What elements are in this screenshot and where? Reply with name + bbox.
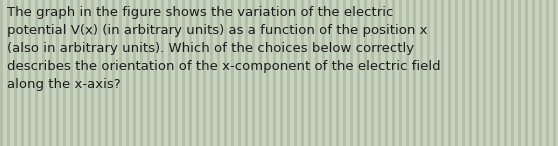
Bar xyxy=(553,0,556,146)
Bar xyxy=(336,0,339,146)
Bar xyxy=(196,0,199,146)
Bar xyxy=(217,0,220,146)
Bar xyxy=(539,0,542,146)
Bar xyxy=(49,0,52,146)
Bar xyxy=(112,0,115,146)
Bar xyxy=(315,0,318,146)
Bar xyxy=(252,0,255,146)
Bar xyxy=(56,0,59,146)
Bar xyxy=(77,0,80,146)
Bar xyxy=(238,0,241,146)
Bar xyxy=(329,0,332,146)
Bar xyxy=(154,0,157,146)
Bar xyxy=(28,0,31,146)
Bar xyxy=(63,0,66,146)
Bar xyxy=(175,0,178,146)
Bar xyxy=(294,0,297,146)
Bar xyxy=(35,0,38,146)
Bar xyxy=(525,0,528,146)
Bar xyxy=(518,0,521,146)
Bar xyxy=(301,0,304,146)
Bar xyxy=(385,0,388,146)
Bar xyxy=(119,0,122,146)
Bar xyxy=(357,0,360,146)
Bar xyxy=(469,0,472,146)
Bar xyxy=(259,0,262,146)
Bar xyxy=(504,0,507,146)
Bar xyxy=(245,0,248,146)
Bar xyxy=(189,0,192,146)
Bar xyxy=(532,0,535,146)
Bar xyxy=(133,0,136,146)
Bar xyxy=(126,0,129,146)
Bar xyxy=(413,0,416,146)
Bar xyxy=(406,0,409,146)
Bar xyxy=(91,0,94,146)
Bar xyxy=(14,0,17,146)
Bar xyxy=(371,0,374,146)
Bar xyxy=(546,0,549,146)
Bar xyxy=(511,0,514,146)
Bar xyxy=(364,0,367,146)
Bar xyxy=(322,0,325,146)
Bar xyxy=(490,0,493,146)
Bar xyxy=(308,0,311,146)
Bar xyxy=(70,0,73,146)
Bar xyxy=(140,0,143,146)
Bar xyxy=(441,0,444,146)
Bar xyxy=(105,0,108,146)
Bar xyxy=(287,0,290,146)
Bar xyxy=(455,0,458,146)
Bar xyxy=(427,0,430,146)
Bar xyxy=(0,0,3,146)
Bar xyxy=(21,0,24,146)
Bar xyxy=(203,0,206,146)
Bar xyxy=(161,0,164,146)
Bar xyxy=(497,0,500,146)
Bar xyxy=(147,0,150,146)
Bar xyxy=(476,0,479,146)
Bar xyxy=(448,0,451,146)
Bar xyxy=(273,0,276,146)
Bar xyxy=(210,0,213,146)
Bar xyxy=(266,0,269,146)
Bar xyxy=(483,0,486,146)
Bar xyxy=(378,0,381,146)
Bar xyxy=(42,0,45,146)
Bar xyxy=(224,0,227,146)
Bar xyxy=(343,0,346,146)
Bar xyxy=(392,0,395,146)
Bar xyxy=(434,0,437,146)
Bar xyxy=(420,0,423,146)
Bar xyxy=(350,0,353,146)
Bar xyxy=(7,0,10,146)
Bar xyxy=(84,0,87,146)
Bar xyxy=(280,0,283,146)
Bar xyxy=(462,0,465,146)
Bar xyxy=(231,0,234,146)
Bar xyxy=(182,0,185,146)
Text: The graph in the figure shows the variation of the electric
potential V(x) (in a: The graph in the figure shows the variat… xyxy=(7,6,440,91)
Bar xyxy=(98,0,101,146)
Bar xyxy=(399,0,402,146)
Bar xyxy=(168,0,171,146)
